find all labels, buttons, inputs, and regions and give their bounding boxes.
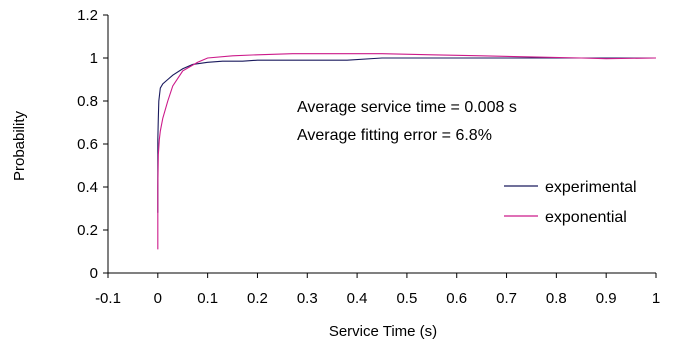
y-tick-label: 0.2 xyxy=(77,222,98,239)
y-tick-label: 0.8 xyxy=(77,93,98,110)
y-axis-title: Probability xyxy=(11,110,28,181)
y-axis: 0 0.2 0.4 0.6 0.8 1 1.2 xyxy=(77,7,109,282)
average-fitting-error-annotation: Average fitting error = 6.8% xyxy=(297,127,492,144)
y-tick-label: 0.4 xyxy=(77,179,98,196)
legend-label-exponential: exponential xyxy=(545,209,627,226)
x-tick-label: 0.7 xyxy=(496,290,517,307)
y-tick-label: 1 xyxy=(90,50,98,67)
series-line-exponential xyxy=(157,53,657,250)
average-service-time-annotation: Average service time = 0.008 s xyxy=(297,99,517,116)
x-tick-label: 0.5 xyxy=(396,290,417,307)
y-tick-label: 0 xyxy=(90,265,98,282)
x-axis-title: Service Time (s) xyxy=(329,323,437,340)
y-tick-label: 1.2 xyxy=(77,7,98,24)
legend-label-experimental: experimental xyxy=(545,179,637,196)
x-tick-label: 0.8 xyxy=(546,290,567,307)
x-tick-label: 0.9 xyxy=(596,290,617,307)
x-tick-label: 0.2 xyxy=(247,290,268,307)
x-tick-label: 1 xyxy=(652,290,660,307)
series-line-experimental xyxy=(157,57,656,213)
series-layer xyxy=(157,53,657,250)
y-tick-label: 0.6 xyxy=(77,136,98,153)
x-axis: -0.1 0 0.1 0.2 0.3 0.4 0.5 0.6 0.7 0.8 0.9 1 xyxy=(95,272,660,307)
x-tick-label: 0.3 xyxy=(297,290,318,307)
x-tick-label: 0 xyxy=(154,290,162,307)
x-tick-label: 0.6 xyxy=(446,290,467,307)
x-tick-label: -0.1 xyxy=(95,290,121,307)
x-tick-label: 0.1 xyxy=(197,290,218,307)
legend: experimental exponential xyxy=(504,179,637,226)
x-tick-label: 0.4 xyxy=(347,290,368,307)
